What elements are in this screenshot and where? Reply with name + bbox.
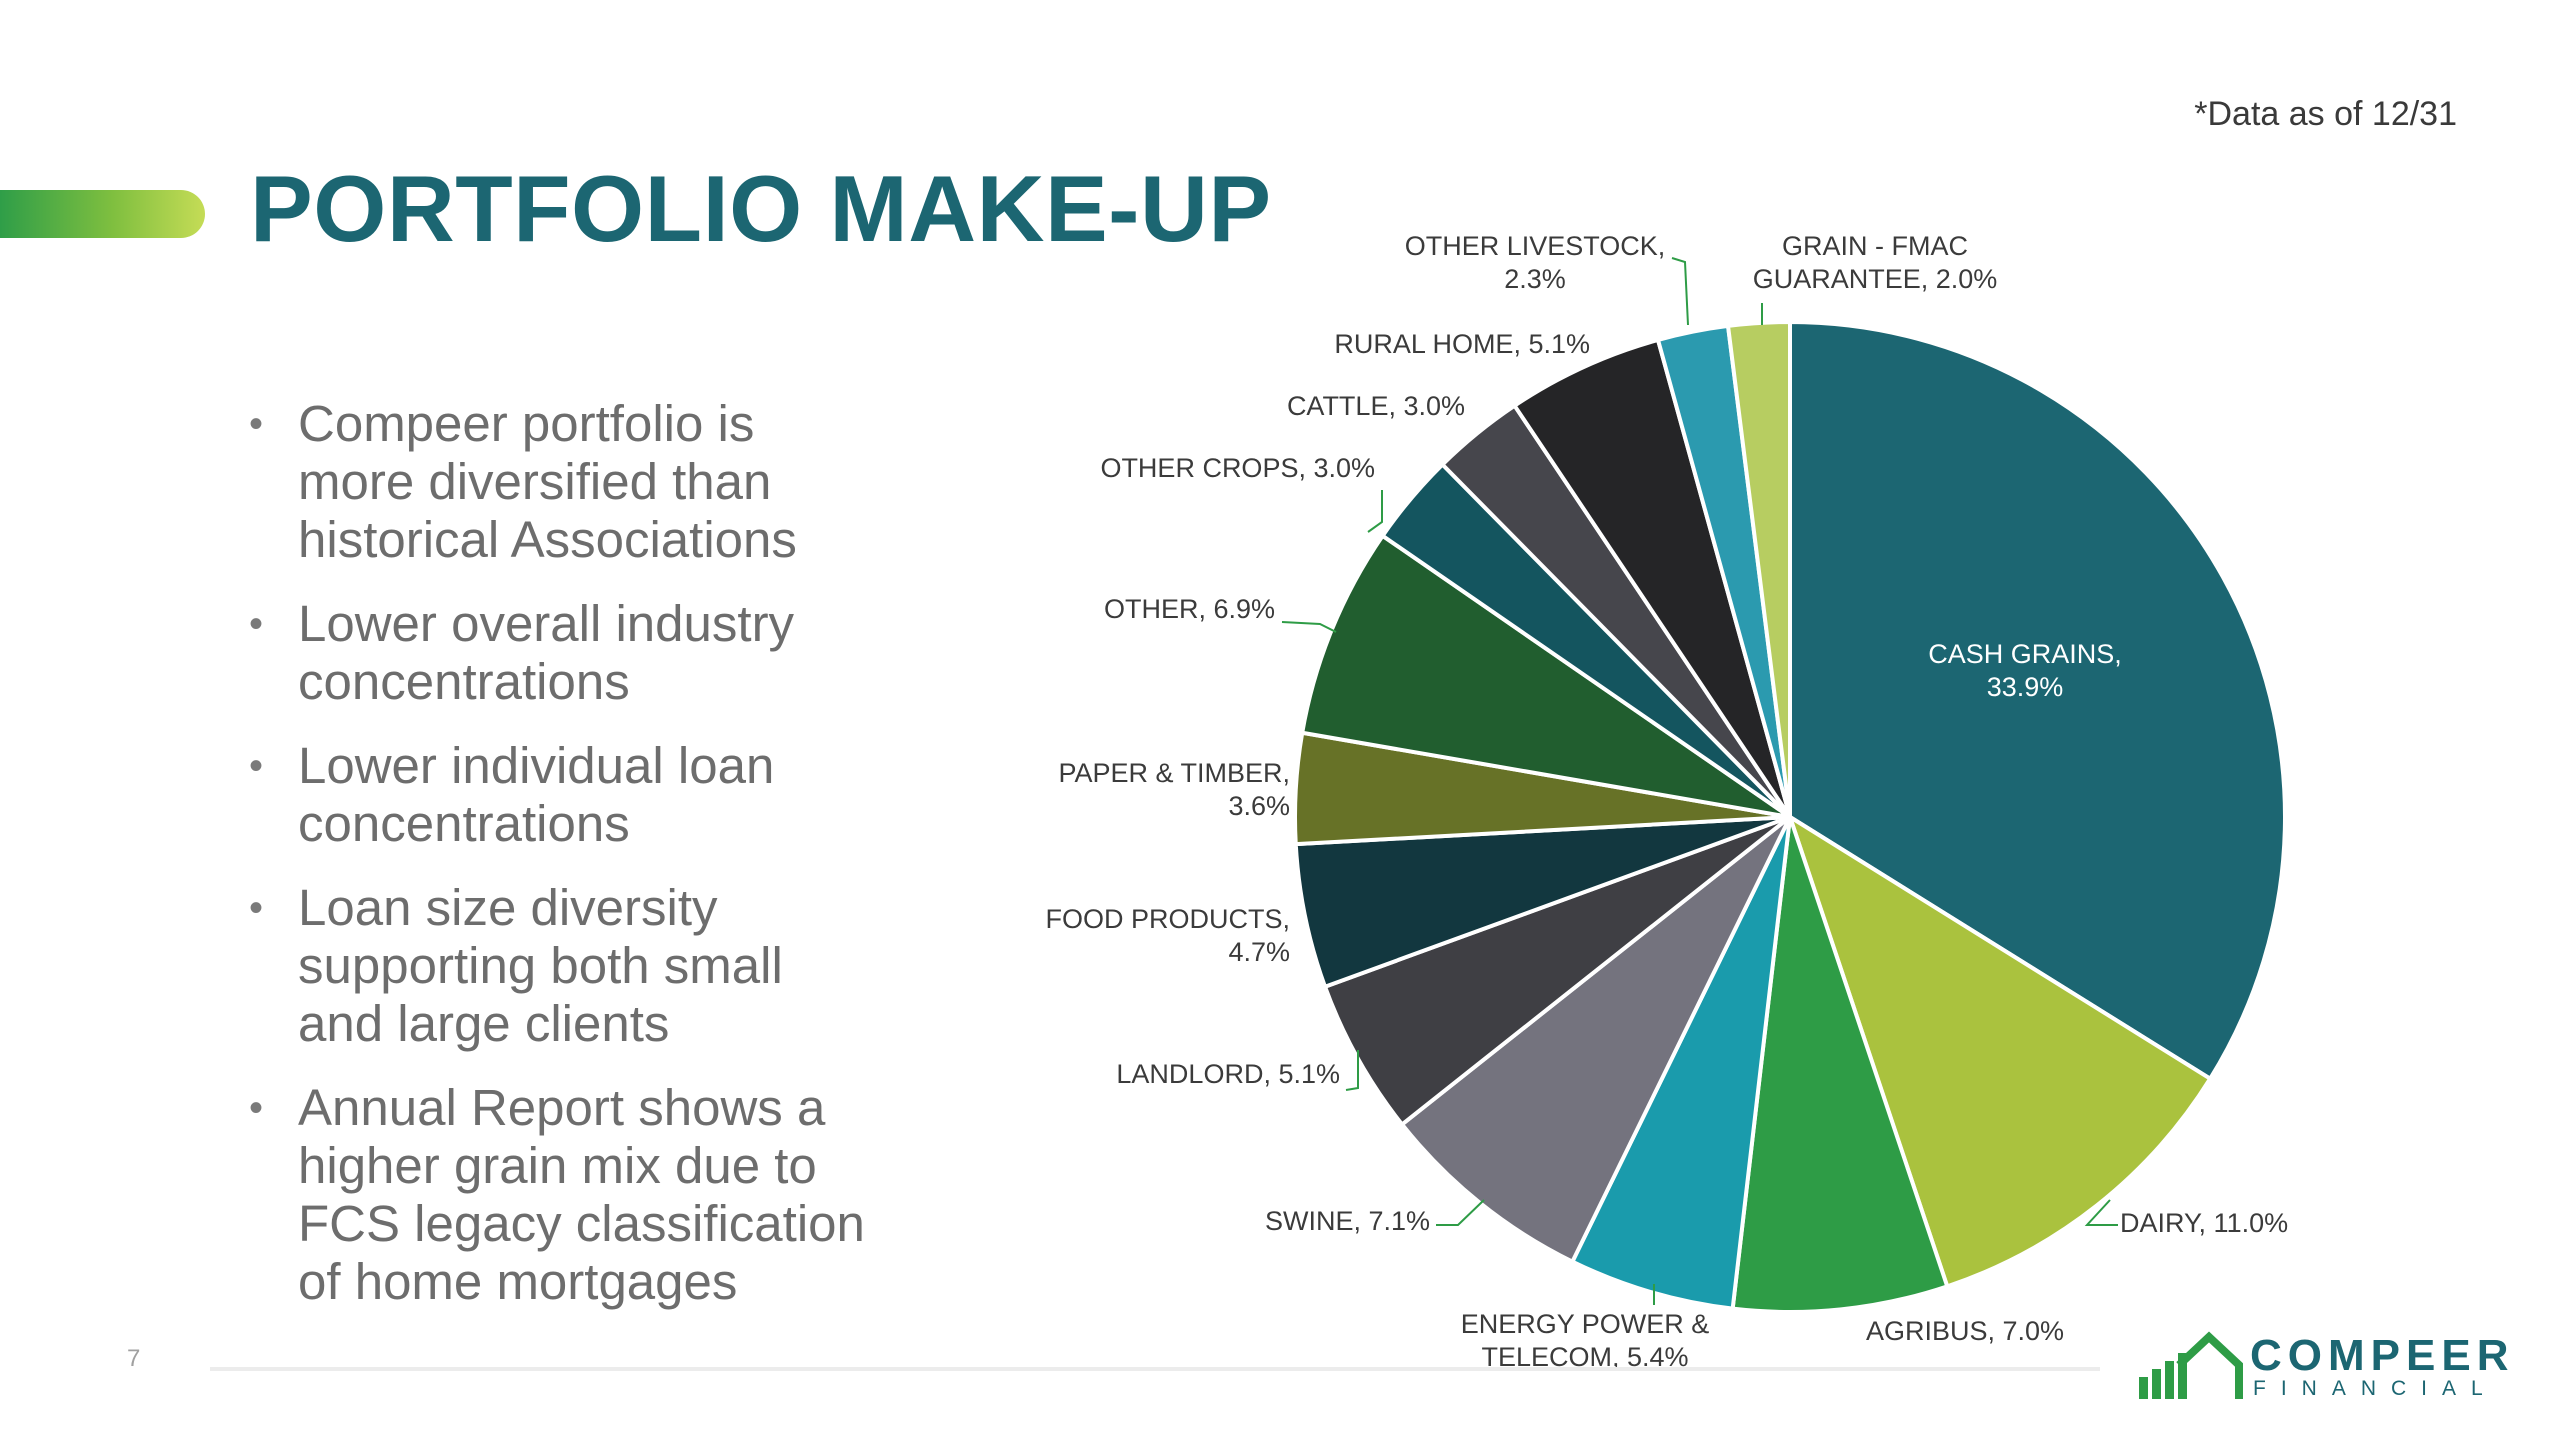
pie-slice-label-name: CASH GRAINS, (1928, 639, 2122, 669)
pie-leader-line (1671, 257, 1689, 326)
bullet-item: • Lower individual loan concentrations (245, 737, 945, 853)
bullet-list: • Compeer portfolio is more diversified … (245, 395, 945, 1337)
bullet-line: Lower individual loan (298, 737, 775, 794)
bullet-line: and large clients (298, 995, 670, 1052)
footer-divider (210, 1367, 2100, 1371)
bullet-line: Compeer portfolio is (298, 395, 755, 452)
pie-slice (1726, 320, 1792, 819)
pie-slice-label-name: FOOD PRODUCTS, (1045, 904, 1290, 934)
bullet-line: Lower overall industry (298, 595, 795, 652)
pie-slice (1570, 815, 1792, 1311)
pie-slice-label-name: GRAIN - FMAC (1782, 231, 1968, 261)
pie-labels: CASH GRAINS, 33.9% DAIRY, 11.0% AGRIBUS, 7.… (1045, 231, 2288, 1372)
pie-leader-line (1345, 1050, 1359, 1091)
pie-slice-label: RURAL HOME, 5.1% (1334, 329, 1590, 359)
bullet-dot-icon: • (249, 744, 264, 788)
pie-slice-label: CATTLE, 3.0% (1287, 391, 1465, 421)
pie-leader-lines (1281, 257, 2118, 1305)
pie-slice (1730, 815, 1950, 1314)
pie-slice-label: GRAIN - FMAC GUARANTEE, 2.0% (1753, 231, 1998, 294)
pie-slice (1788, 815, 2213, 1289)
pie-slice-label: OTHER CROPS, 3.0% (1100, 453, 1375, 483)
pie-slice (1512, 337, 1792, 819)
pie-slice-label: OTHER, 6.9% (1104, 594, 1275, 624)
bullet-line: concentrations (298, 795, 630, 852)
pie-leader-line (1436, 1199, 1485, 1226)
data-date-note: *Data as of 12/31 (2194, 95, 2457, 133)
pie-slice-label: FOOD PRODUCTS, 4.7% (1045, 904, 1290, 967)
pie-slice-label-value: 3.6% (1228, 791, 1290, 821)
pie-slice-label-value: 33.9% (1987, 672, 2064, 702)
pie-slice-label-name: OTHER LIVESTOCK, (1405, 231, 1666, 261)
house-bars-logo-icon (2139, 1331, 2243, 1399)
bullet-line: supporting both small (298, 937, 783, 994)
pie-slice-label: OTHER LIVESTOCK, 2.3% (1405, 231, 1666, 294)
pie-leader-line (1367, 490, 1383, 533)
logo-wordmark: COMPEER (2250, 1331, 2515, 1380)
page-number: 7 (127, 1345, 141, 1372)
pie-slices (1293, 320, 2287, 1314)
pie-slice-label-value: 2.3% (1504, 264, 1566, 294)
bullet-item: • Lower overall industry concentrations (245, 595, 945, 711)
pie-leader-line (2084, 1199, 2118, 1226)
bullet-dot-icon: • (249, 402, 264, 446)
pie-slice-label: PAPER & TIMBER, 3.6% (1058, 758, 1290, 821)
pie-slice (1400, 815, 1792, 1264)
pie-slice-label: LANDLORD, 5.1% (1116, 1059, 1340, 1089)
logo-subtitle: FINANCIAL (2253, 1377, 2498, 1400)
pie-slice-label: ENERGY POWER & TELECOM, 5.4% (1461, 1309, 1710, 1372)
pie-slice-label: SWINE, 7.1% (1265, 1206, 1430, 1236)
bullet-dot-icon: • (249, 886, 264, 930)
slide-title: PORTFOLIO MAKE-UP (250, 156, 1272, 261)
bullet-line: higher grain mix due to (298, 1137, 817, 1194)
bullet-line: more diversified than (298, 453, 772, 510)
pie-slice-label: DAIRY, 11.0% (2120, 1208, 2288, 1238)
bullet-dot-icon: • (249, 1086, 264, 1130)
pie-leader-line (1281, 621, 1337, 633)
bullet-line: historical Associations (298, 511, 797, 568)
compeer-logo: COMPEER FINANCIAL (2135, 1325, 2508, 1405)
title-accent-bar (0, 190, 205, 238)
bullet-line: FCS legacy classification (298, 1195, 865, 1252)
bullet-line: of home mortgages (298, 1253, 738, 1310)
bullet-item: • Annual Report shows a higher grain mix… (245, 1079, 945, 1311)
pie-slice-label-value: 4.7% (1228, 937, 1290, 967)
bullet-item: • Compeer portfolio is more diversified … (245, 395, 945, 569)
pie-slice-label-name: ENERGY POWER & (1461, 1309, 1710, 1339)
pie-slice (1788, 320, 2287, 1081)
bullet-line: concentrations (298, 653, 630, 710)
pie-slice-label-name: PAPER & TIMBER, (1058, 758, 1290, 788)
bullet-item: • Loan size diversity supporting both sm… (245, 879, 945, 1053)
bullet-line: Annual Report shows a (298, 1079, 826, 1136)
pie-slice-label: AGRIBUS, 7.0% (1866, 1316, 2064, 1346)
bullet-line: Loan size diversity (298, 879, 718, 936)
pie-slice-label: CASH GRAINS, 33.9% (1928, 639, 2122, 702)
pie-slice-label-value: GUARANTEE, 2.0% (1753, 264, 1998, 294)
bullet-dot-icon: • (249, 602, 264, 646)
